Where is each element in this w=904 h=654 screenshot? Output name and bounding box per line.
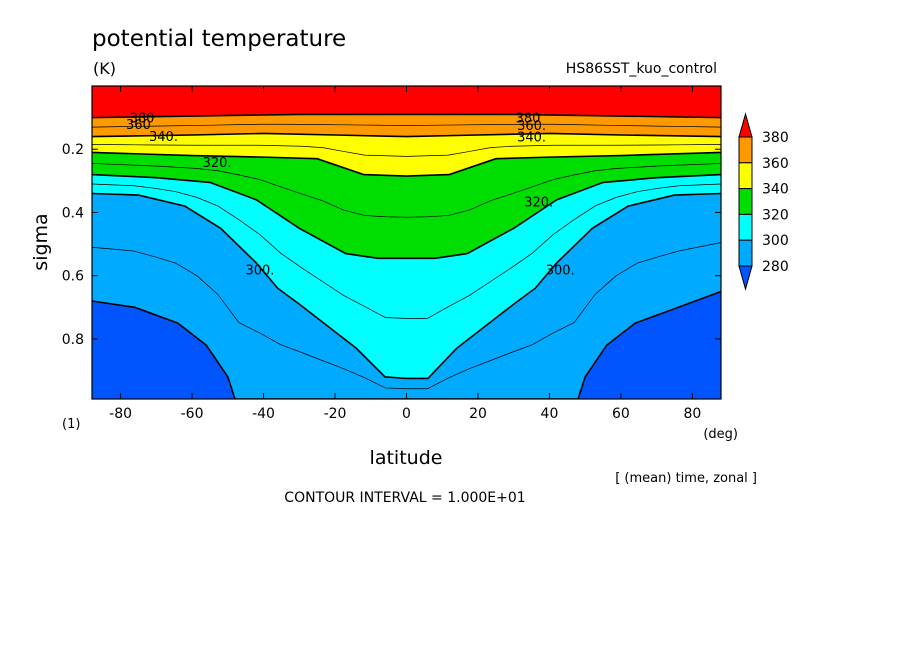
contour-label: 360. [517, 119, 546, 134]
x-tick-label: 40 [541, 406, 559, 422]
run-name: HS86SST_kuo_control [566, 61, 717, 77]
colorbar: 380 360 340 320 300 280 [738, 112, 789, 291]
colorbar-label: 340 [762, 182, 789, 198]
contour-line-370 [92, 113, 721, 119]
colorbar-swatch [738, 213, 753, 241]
contour-label: 320. [203, 156, 232, 171]
contour-label: 340. [517, 131, 546, 146]
contour-label: 380 [130, 112, 155, 127]
contour-line-270 [92, 290, 721, 399]
y-tick-label: 0.2 [62, 142, 84, 158]
contour-line-minor [92, 183, 721, 319]
colorbar-label: 300 [762, 233, 789, 249]
colorbar-swatch [738, 136, 753, 164]
contour-line-minor [92, 123, 721, 128]
contour-label: 380 [516, 112, 541, 127]
y-tick-label: 0.6 [62, 269, 84, 285]
x-tick-label: -40 [252, 406, 275, 422]
colorbar-swatch [738, 188, 753, 215]
y-axis: 0.2 0.4 0.6 0.8 [62, 142, 721, 348]
colorbar-label: 360 [762, 156, 789, 172]
fill-region-370 [92, 86, 721, 118]
contour-label: 300. [245, 263, 274, 278]
colorbar-top-arrow [738, 112, 753, 138]
y-axis-unit: (1) [62, 417, 80, 432]
contour-line-290 [92, 192, 721, 380]
x-tick-label: 0 [402, 406, 411, 422]
units-label: (K) [93, 59, 116, 78]
contour-label: 360 [126, 118, 151, 133]
x-tick-label: 60 [612, 406, 630, 422]
colorbar-label: 320 [762, 207, 789, 223]
y-tick-label: 0.4 [62, 205, 84, 221]
x-tick-label: 20 [469, 406, 487, 422]
x-axis: -80 -60 -40 -20 0 20 40 60 80 [109, 86, 701, 422]
contour-line-minor [92, 163, 721, 218]
y-tick-label: 0.8 [62, 332, 84, 348]
colorbar-label: 280 [762, 259, 789, 275]
y-axis-label: sigma [30, 213, 52, 270]
contour-line-minor [92, 144, 721, 157]
contour-line-310 [92, 173, 721, 260]
x-axis-label: latitude [370, 447, 443, 469]
contour-lines [92, 113, 721, 399]
x-tick-label: -20 [324, 406, 347, 422]
contour-line-330 [92, 151, 721, 177]
contour-line-350 [92, 132, 721, 138]
contour-interval: CONTOUR INTERVAL = 1.000E+01 [284, 490, 525, 506]
colorbar-swatch [738, 239, 753, 267]
x-tick-label: -80 [109, 406, 132, 422]
colorbar-label: 380 [762, 130, 789, 146]
x-tick-label: 80 [683, 406, 701, 422]
contour-line-minor [92, 242, 721, 390]
colorbar-swatch [738, 162, 753, 190]
contour-label: 320. [524, 195, 553, 210]
contour-label: 340. [149, 130, 178, 145]
contour-fills [92, 86, 721, 399]
colorbar-bottom-arrow [738, 265, 753, 291]
x-tick-label: -60 [181, 406, 204, 422]
contour-label: 300. [546, 263, 575, 278]
chart-title: potential temperature [92, 26, 346, 52]
x-axis-unit: (deg) [703, 427, 738, 442]
subtitle: [ (mean) time, zonal ] [615, 471, 757, 486]
